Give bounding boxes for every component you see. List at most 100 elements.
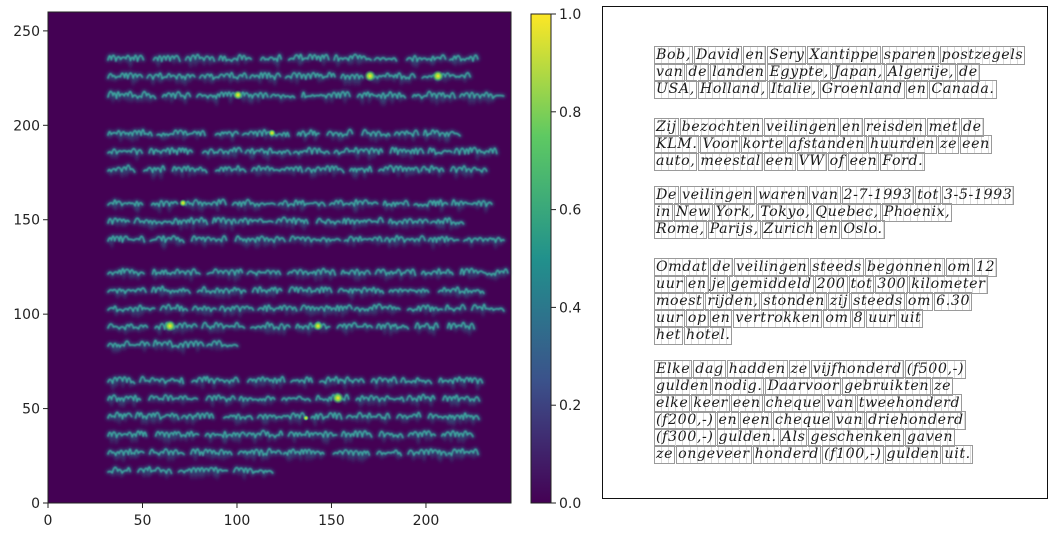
heatmap-word-stroke: [107, 148, 143, 156]
word-bounding-box: uit: [898, 309, 924, 328]
heatmap-word-stroke: [459, 91, 505, 100]
heatmap-word-stroke: [211, 217, 237, 226]
heatmap-word-stroke: [152, 54, 181, 63]
x-tick-label: 150: [318, 513, 345, 529]
heatmap-word-stroke: [411, 90, 456, 100]
word-bounding-box: waren: [756, 186, 809, 205]
heatmap-y-axis: 0 50 100 150 200 250: [13, 24, 48, 512]
word-bounding-box: tot: [848, 275, 875, 294]
word-bounding-box: David: [693, 46, 743, 65]
word-bounding-box: kilometer: [909, 275, 988, 294]
heatmap-word-stroke: [107, 235, 146, 243]
word-bounding-box: veilingen: [734, 258, 810, 277]
word-bounding-box: een: [847, 152, 880, 171]
word-bounding-box: Canada.: [929, 80, 997, 99]
word-bounding-box: steeds: [851, 292, 905, 311]
heatmap-word-stroke: [154, 430, 200, 438]
colorbar-tick-label: 0.6: [559, 203, 581, 219]
heatmap-word-stroke: [107, 287, 147, 295]
word-bounding-box: gulden: [654, 377, 711, 396]
word-bounding-box: een: [730, 394, 763, 413]
heatmap-word-stroke: [260, 54, 282, 62]
word-bounding-box: gemiddeld: [728, 275, 814, 294]
heatmap-word-stroke: [376, 449, 402, 457]
word-bounding-box: moest: [653, 292, 705, 311]
heatmap-word-stroke: [423, 129, 461, 138]
heatmap-word-stroke: [149, 235, 185, 244]
heatmap-word-stroke: [249, 71, 282, 81]
word-bounding-box: USA,: [654, 80, 697, 99]
heatmap-word-stroke: [289, 235, 341, 243]
x-tick-label: 50: [134, 513, 152, 529]
word-bounding-box: uur: [654, 309, 685, 328]
heatmap-word-stroke: [277, 199, 326, 208]
heatmap-word-stroke: [376, 322, 409, 330]
heatmap-word-stroke: [343, 235, 383, 243]
word-bounding-box: de: [957, 63, 980, 82]
word-bounding-box: uur: [654, 275, 685, 294]
heatmap-word-stroke: [134, 411, 180, 421]
word-bounding-box: New: [673, 203, 713, 222]
heatmap-word-stroke: [414, 322, 439, 331]
heatmap-word-stroke: [107, 323, 149, 331]
word-bounding-box: en: [709, 309, 733, 328]
word-bounding-box: ze: [932, 377, 954, 396]
heatmap-word-stroke: [393, 129, 420, 137]
heatmap-word-stroke: [389, 146, 425, 156]
heatmap-word-stroke: [326, 128, 354, 138]
heatmap-word-stroke: [333, 147, 384, 156]
word-bounding-box: landen: [710, 63, 767, 82]
word-bounding-box: ze: [653, 445, 676, 464]
heatmap-word-stroke: [355, 394, 405, 403]
heatmap-word-stroke: [463, 236, 505, 244]
colorbar-tick-label: 0.8: [559, 105, 581, 121]
heatmap-word-stroke: [181, 412, 215, 420]
heatmap-x-axis: 0 50 100 150 200: [44, 503, 439, 529]
word-bounding-box: de: [960, 118, 984, 137]
word-bounding-box: om: [823, 309, 851, 328]
heatmap-plot-frame: [47, 11, 512, 504]
document-line: van de landen Egypte, Japan, Algerije, de: [653, 63, 1035, 82]
word-bounding-box: stonden: [761, 292, 827, 311]
heatmap-word-stroke: [356, 91, 406, 100]
heatmap-word-stroke: [107, 340, 151, 348]
word-bounding-box: meestal: [698, 152, 763, 171]
heatmap-word-stroke: [107, 72, 144, 80]
word-bounding-box: het: [653, 326, 684, 345]
document-line: uur en je gemiddeld 200 tot 300 kilometer: [654, 275, 1035, 294]
heatmap-word-stroke: [107, 376, 136, 385]
heatmap-word-stroke: [161, 91, 192, 100]
x-tick-label: 0: [44, 513, 53, 529]
heatmap-word-stroke: [148, 448, 185, 456]
heatmap-word-stroke: [143, 165, 166, 174]
y-tick-label: 250: [13, 24, 40, 40]
heatmap-word-stroke: [430, 217, 465, 226]
heatmap-word-stroke: [107, 268, 145, 277]
word-bounding-box: nodig.: [711, 377, 765, 396]
heatmap-word-stroke: [315, 217, 341, 225]
heatmap-word-stroke: [328, 199, 379, 207]
heatmap-word-stroke: [449, 54, 479, 62]
heatmap-word-stroke: [107, 430, 148, 439]
word-bounding-box: dag: [693, 360, 726, 379]
heatmap-word-stroke: [340, 430, 373, 438]
heatmap-word-stroke: [287, 430, 338, 438]
word-bounding-box: (f200,-): [654, 411, 716, 430]
y-tick-label: 50: [22, 402, 40, 418]
word-bounding-box: en: [716, 411, 740, 430]
word-bounding-box: om: [945, 258, 973, 277]
word-bounding-box: ze: [938, 135, 960, 154]
heatmap-word-stroke: [184, 53, 216, 62]
heatmap-word-stroke: [107, 199, 144, 207]
colorbar: [530, 13, 552, 504]
document-paragraph: De veilingen waren van 2-7-1993 tot 3-5-1993 in…: [654, 186, 1035, 239]
heatmap-word-stroke: [234, 235, 286, 244]
word-bounding-box: Ford.: [880, 152, 926, 171]
heatmap-word-stroke: [219, 305, 255, 313]
heatmap-word-stroke: [406, 54, 447, 63]
document-paragraph: Bob, David en Sery Xantippe sparen postzegels v…: [653, 46, 1035, 99]
document-line: in New York, Tokyo, Quebec, Phoenix,: [654, 203, 1035, 222]
heatmap-word-stroke: [139, 375, 184, 385]
word-bounding-box: (f100,-): [821, 445, 884, 464]
